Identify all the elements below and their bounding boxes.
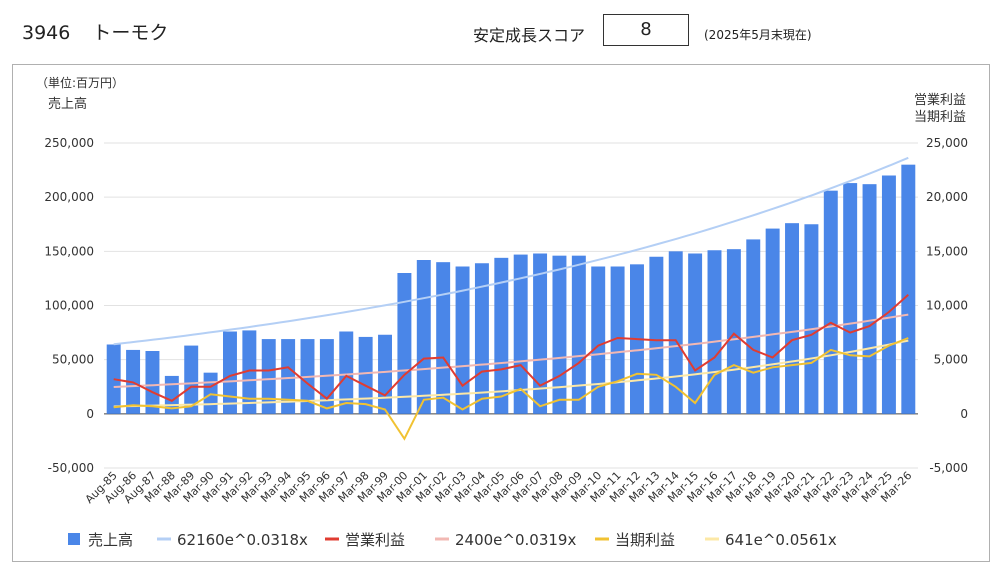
revenue-bar <box>571 255 586 414</box>
left-tick-label: -50,000 <box>48 461 94 475</box>
left-tick-label: 150,000 <box>44 244 94 258</box>
right-tick-label: 5,000 <box>934 353 968 367</box>
revenue-bar <box>610 266 625 414</box>
right-tick-label: 15,000 <box>926 244 968 258</box>
revenue-bar <box>397 273 412 414</box>
legend-label: 2400e^0.0319x <box>455 531 576 549</box>
revenue-bar <box>242 330 257 414</box>
revenue-bar <box>455 266 470 414</box>
revenue-bar <box>416 260 431 414</box>
unit-label: （単位:百万円） <box>36 75 124 90</box>
left-tick-label: 200,000 <box>44 190 94 204</box>
legend-label: 62160e^0.0318x <box>177 531 308 549</box>
right-tick-label: 10,000 <box>926 299 968 313</box>
revenue-bar <box>494 257 509 414</box>
revenue-bar <box>862 184 877 414</box>
right-axis-title-1: 営業利益 <box>914 92 966 108</box>
chart-frame <box>12 64 990 562</box>
revenue-bar <box>203 372 218 414</box>
revenue-bar <box>378 334 393 414</box>
trendline <box>113 156 909 346</box>
company-title: 3946 トーモク <box>22 18 190 45</box>
left-tick-label: 0 <box>86 407 94 421</box>
revenue-bar <box>765 228 780 414</box>
revenue-bar <box>261 339 276 414</box>
revenue-bar <box>726 249 741 414</box>
revenue-bar <box>881 175 896 414</box>
revenue-bar <box>358 336 373 414</box>
x-ticks: Aug-85Aug-86Aug-87Mar-88Mar-89Mar-90Mar-… <box>83 469 915 506</box>
right-axis-title-2: 当期利益 <box>914 110 966 125</box>
revenue-bar <box>281 339 296 414</box>
legend-label: 売上高 <box>88 531 133 549</box>
revenue-bar <box>649 256 664 414</box>
profit-line <box>113 293 909 402</box>
grid <box>104 142 918 469</box>
revenue-bar <box>106 344 121 414</box>
company-name: トーモク <box>92 22 169 44</box>
score-label: 安定成長スコア <box>473 26 586 45</box>
trendline <box>113 313 909 388</box>
revenue-bar <box>707 250 722 414</box>
revenue-bar <box>474 263 489 414</box>
revenue-bar <box>222 331 237 414</box>
legend-label: 当期利益 <box>615 531 675 549</box>
legend-label: 営業利益 <box>345 531 405 549</box>
revenue-bar <box>804 224 819 414</box>
score-value: 8 <box>603 14 689 46</box>
legend: 売上高 62160e^0.0318x 営業利益 2400e^0.0319x 当期利益 64… <box>68 531 837 549</box>
left-tick-label: 250,000 <box>44 136 94 150</box>
right-tick-label: 0 <box>960 407 968 421</box>
revenue-bar <box>552 255 567 414</box>
legend-label: 641e^0.0561x <box>725 531 837 549</box>
revenue-bar <box>436 262 451 414</box>
left-tick-label: 100,000 <box>44 299 94 313</box>
trendline <box>113 339 909 408</box>
left-tick-label: 50,000 <box>52 353 94 367</box>
score-date: (2025年5月末現在) <box>704 28 812 42</box>
left-axis-title: 売上高 <box>48 96 87 112</box>
line-series <box>113 156 909 441</box>
revenue-bar <box>339 331 354 414</box>
company-code: 3946 <box>22 22 71 44</box>
right-tick-label: -5,000 <box>929 461 968 475</box>
revenue-bar <box>746 239 761 414</box>
revenue-bar <box>668 251 683 414</box>
revenue-bar <box>688 253 703 414</box>
right-tick-label: 20,000 <box>926 190 968 204</box>
revenue-bar <box>843 183 858 414</box>
legend-swatch <box>68 533 80 545</box>
profit-line <box>113 337 909 441</box>
revenue-bar <box>145 351 160 414</box>
y-ticks: 250,000 200,000 150,000 100,000 50,000 0 -50,0… <box>44 136 968 475</box>
revenue-bar <box>533 253 548 414</box>
right-tick-label: 25,000 <box>926 136 968 150</box>
revenue-bar <box>591 266 606 414</box>
revenue-bar <box>184 345 199 414</box>
revenue-bar <box>513 254 528 414</box>
revenue-bar <box>823 190 838 414</box>
revenue-bar <box>785 223 800 414</box>
revenue-bar <box>901 164 916 414</box>
